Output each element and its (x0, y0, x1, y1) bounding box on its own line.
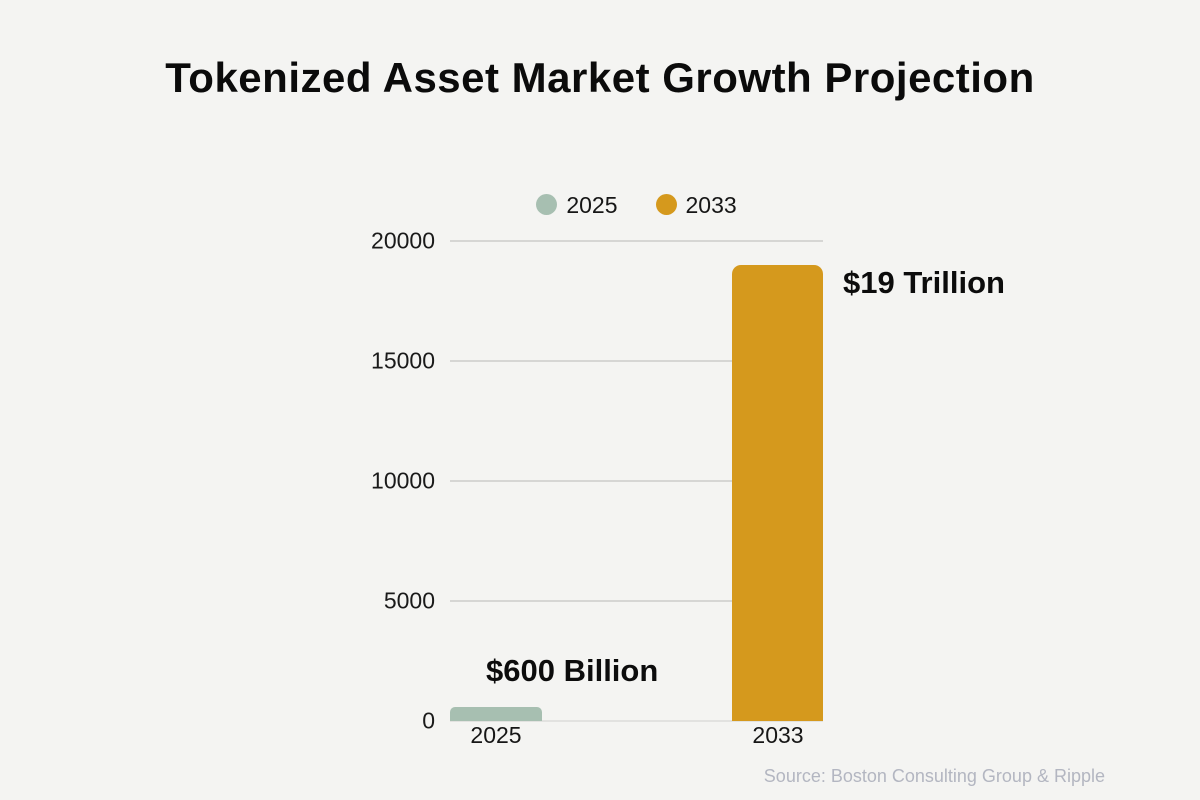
y-axis-label-5000: 5000 (383, 587, 435, 614)
legend-marker-2025-icon (536, 193, 558, 215)
source-attribution: Source: Boston Consulting Group & Ripple (763, 766, 1105, 786)
y-axis-label-0: 0 (422, 707, 435, 734)
gridline-5000: 5000 (384, 588, 823, 614)
legend-marker-2033-icon (655, 193, 677, 215)
value-label-2033: $19 Trillion (843, 265, 1005, 300)
legend-label-2025: 2025 (566, 191, 618, 218)
gridline-15000: 15000 (371, 348, 823, 374)
bar-2033 (732, 265, 823, 721)
y-axis-label-10000: 10000 (371, 467, 435, 494)
legend-item-2025: 2025 (536, 191, 618, 218)
gridline-20000: 20000 (371, 228, 823, 254)
chart-title: Tokenized Asset Market Growth Projection (165, 54, 1035, 101)
gridline-10000: 10000 (371, 468, 823, 494)
value-label-2025: $600 Billion (486, 653, 659, 688)
gridline-0-baseline: 0 (422, 708, 823, 734)
legend-item-2033: 2033 (655, 191, 737, 218)
legend-label-2033: 2033 (685, 191, 737, 218)
x-axis-label-2033: 2033 (752, 722, 804, 748)
y-axis-label-20000: 20000 (371, 227, 435, 254)
x-axis-label-2025: 2025 (470, 722, 522, 748)
bar-2025 (450, 706, 542, 721)
plot-area: 20000 15000 10000 5000 0 $600 Billion $1… (371, 228, 1005, 748)
chart-legend: 2025 2033 (450, 192, 823, 216)
y-axis-label-15000: 15000 (371, 347, 435, 374)
